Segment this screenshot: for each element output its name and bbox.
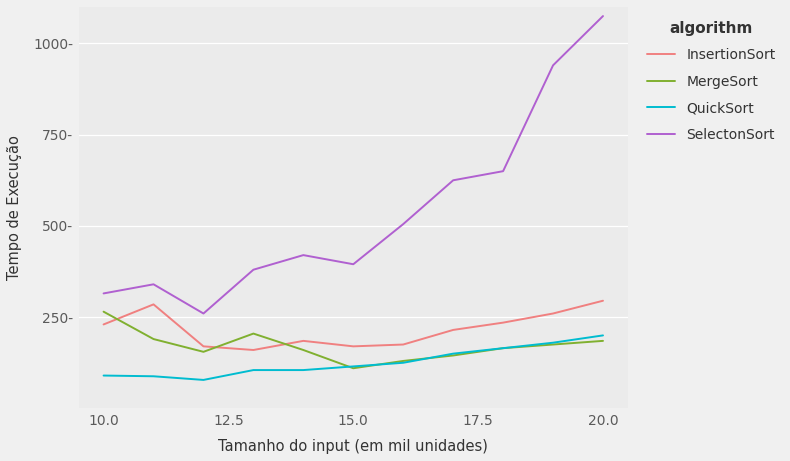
MergeSort bbox=[249, 331, 258, 337]
InsertionSort bbox=[449, 327, 458, 333]
QuickSort bbox=[398, 360, 408, 366]
InsertionSort bbox=[249, 347, 258, 353]
Line: MergeSort: MergeSort bbox=[103, 312, 603, 368]
SelectonSort bbox=[99, 291, 108, 296]
MergeSort bbox=[398, 358, 408, 364]
QuickSort bbox=[598, 333, 608, 338]
QuickSort bbox=[249, 367, 258, 373]
SelectonSort bbox=[548, 63, 558, 68]
InsertionSort bbox=[348, 343, 358, 349]
QuickSort bbox=[99, 373, 108, 378]
SelectonSort bbox=[398, 221, 408, 227]
InsertionSort bbox=[498, 320, 508, 325]
MergeSort bbox=[449, 353, 458, 358]
Line: InsertionSort: InsertionSort bbox=[103, 301, 603, 350]
QuickSort bbox=[498, 345, 508, 351]
MergeSort bbox=[548, 342, 558, 347]
Line: QuickSort: QuickSort bbox=[103, 336, 603, 380]
Legend: InsertionSort, MergeSort, QuickSort, SelectonSort: InsertionSort, MergeSort, QuickSort, Sel… bbox=[641, 14, 782, 149]
InsertionSort bbox=[299, 338, 308, 343]
MergeSort bbox=[199, 349, 209, 355]
InsertionSort bbox=[398, 342, 408, 347]
QuickSort bbox=[299, 367, 308, 373]
MergeSort bbox=[299, 347, 308, 353]
MergeSort bbox=[498, 345, 508, 351]
Line: SelectonSort: SelectonSort bbox=[103, 16, 603, 313]
Y-axis label: Tempo de Execução: Tempo de Execução bbox=[7, 135, 22, 280]
QuickSort bbox=[348, 364, 358, 369]
SelectonSort bbox=[598, 13, 608, 19]
InsertionSort bbox=[99, 322, 108, 327]
QuickSort bbox=[548, 340, 558, 345]
MergeSort bbox=[598, 338, 608, 343]
SelectonSort bbox=[299, 252, 308, 258]
QuickSort bbox=[199, 377, 209, 383]
InsertionSort bbox=[548, 311, 558, 316]
SelectonSort bbox=[348, 261, 358, 267]
QuickSort bbox=[149, 373, 158, 379]
SelectonSort bbox=[498, 168, 508, 174]
QuickSort bbox=[449, 351, 458, 356]
SelectonSort bbox=[149, 282, 158, 287]
SelectonSort bbox=[199, 311, 209, 316]
MergeSort bbox=[99, 309, 108, 314]
X-axis label: Tamanho do input (em mil unidades): Tamanho do input (em mil unidades) bbox=[218, 439, 488, 454]
SelectonSort bbox=[249, 267, 258, 272]
SelectonSort bbox=[449, 177, 458, 183]
InsertionSort bbox=[598, 298, 608, 303]
InsertionSort bbox=[149, 301, 158, 307]
MergeSort bbox=[149, 336, 158, 342]
MergeSort bbox=[348, 366, 358, 371]
InsertionSort bbox=[199, 343, 209, 349]
